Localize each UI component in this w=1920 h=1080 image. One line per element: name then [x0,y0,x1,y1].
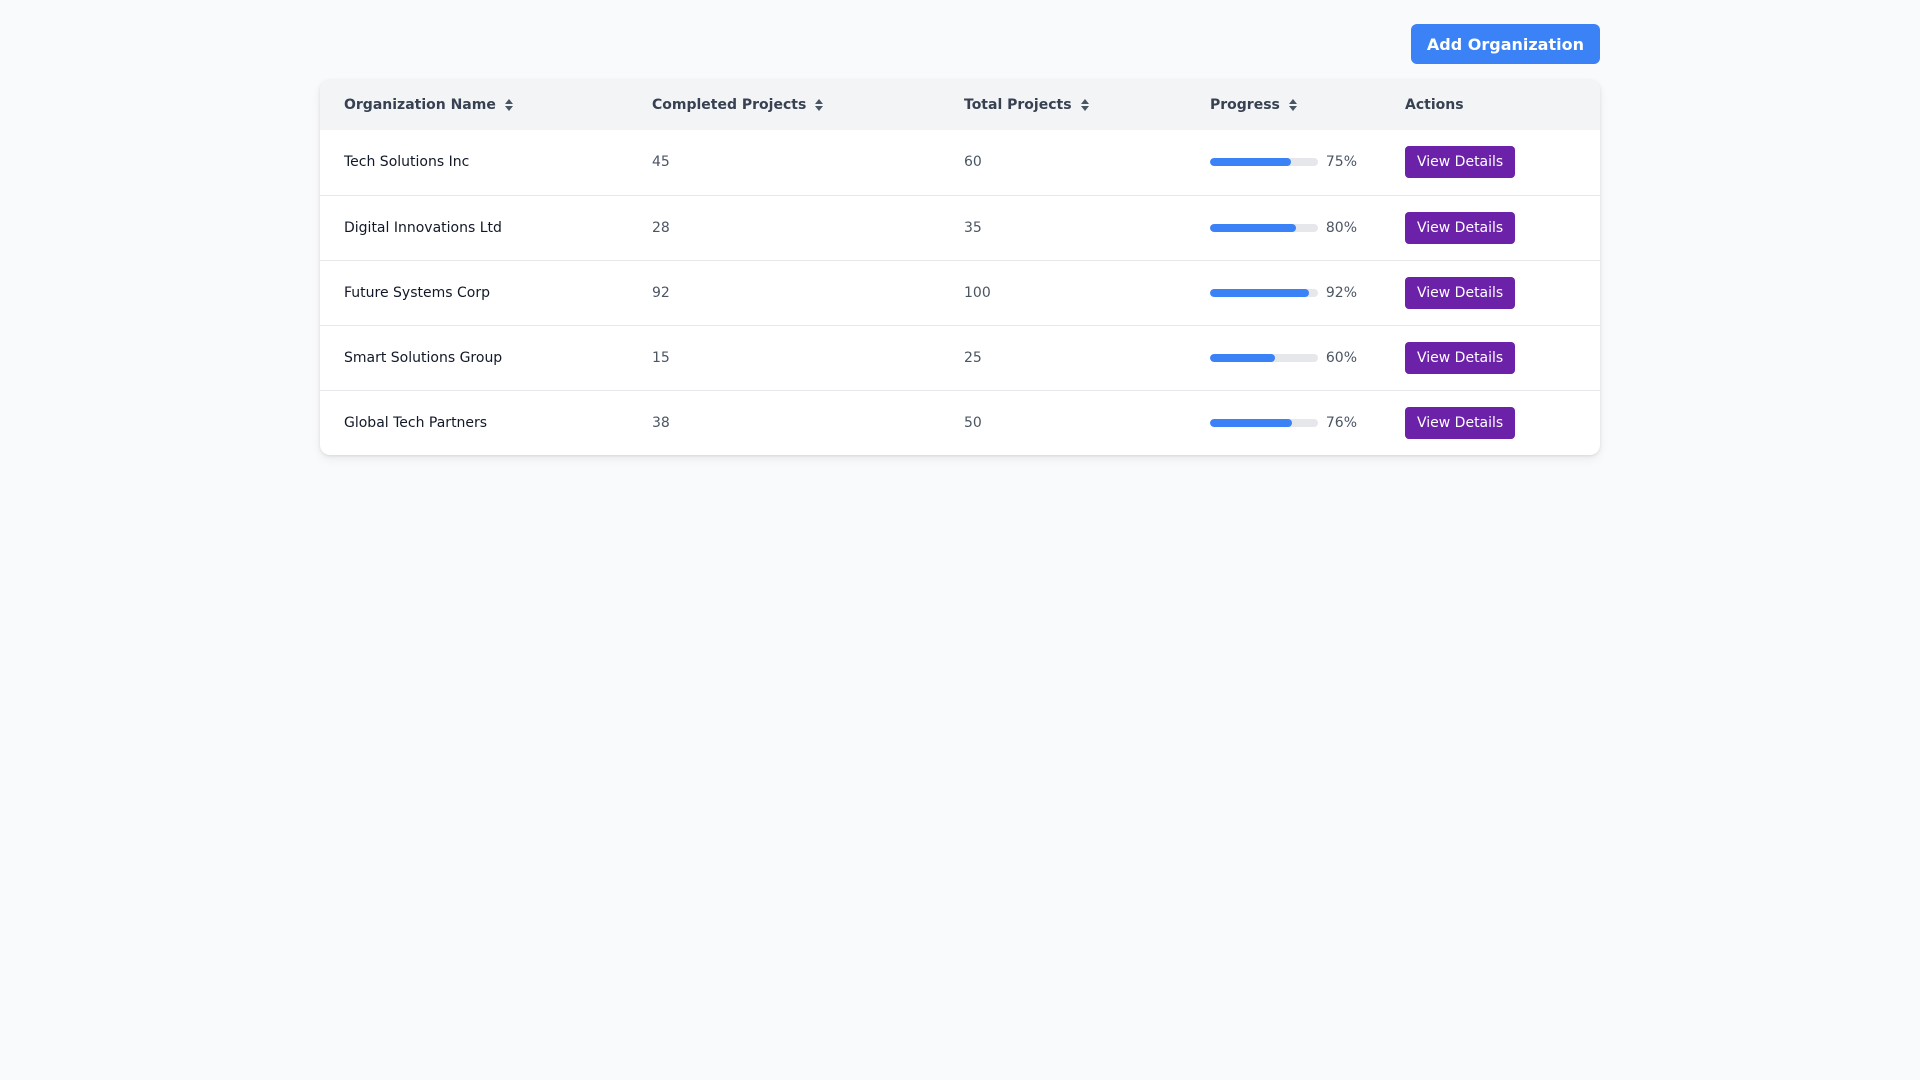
progress-indicator: 80% [1210,220,1357,236]
sort-icon[interactable] [504,98,514,112]
sort-icon[interactable] [1080,98,1090,112]
progress-bar-fill [1210,158,1291,167]
header-organization-name[interactable]: Organization Name [320,80,628,130]
actions-cell: View Details [1381,130,1600,195]
total-projects-cell: 35 [964,219,982,236]
progress-bar-track [1210,288,1318,297]
table-row: Tech Solutions Inc 45 60 75% View Details [320,130,1600,195]
progress-bar-fill [1210,288,1310,297]
total-projects-cell: 100 [964,284,991,301]
progress-percentage: 92% [1325,284,1357,301]
table-header-row: Organization Name Completed Projects Tot… [320,80,1600,130]
actions-cell: View Details [1381,260,1600,325]
header-progress[interactable]: Progress [1186,80,1381,130]
progress-indicator: 75% [1210,154,1357,170]
toolbar: Add Organization [320,24,1600,64]
header-label: Completed Projects [652,97,807,113]
progress-bar-track [1210,353,1318,362]
organization-name-cell: Smart Solutions Group [344,349,503,366]
progress-cell: 76% [1186,390,1381,455]
organization-name-cell: Global Tech Partners [344,414,488,431]
completed-projects-cell: 38 [652,414,670,431]
table-body: Tech Solutions Inc 45 60 75% View Details Dig… [320,130,1600,455]
actions-cell: View Details [1381,195,1600,260]
total-projects-cell: 60 [964,154,982,171]
view-details-button[interactable]: View Details [1405,211,1516,244]
header-label: Organization Name [344,97,496,113]
progress-indicator: 92% [1210,285,1357,301]
organization-name-cell: Future Systems Corp [344,284,490,301]
progress-cell: 60% [1186,325,1381,390]
organization-name-cell: Digital Innovations Ltd [344,219,502,236]
progress-percentage: 75% [1325,154,1357,171]
progress-bar-track [1210,223,1318,232]
completed-projects-cell: 28 [652,219,670,236]
progress-indicator: 60% [1210,350,1357,366]
sort-icon[interactable] [814,98,824,112]
completed-projects-cell: 15 [652,349,670,366]
header-label: Actions [1405,97,1464,113]
view-details-button[interactable]: View Details [1405,341,1516,374]
actions-cell: View Details [1381,390,1600,455]
progress-bar-track [1210,158,1318,167]
progress-percentage: 60% [1325,349,1357,366]
organization-name-cell: Tech Solutions Inc [344,154,470,171]
progress-bar-fill [1210,418,1292,427]
header-total-projects[interactable]: Total Projects [940,80,1186,130]
completed-projects-cell: 92 [652,284,670,301]
actions-cell: View Details [1381,325,1600,390]
progress-bar-fill [1210,353,1275,362]
table-header: Organization Name Completed Projects Tot… [320,80,1600,130]
header-label: Total Projects [964,97,1072,113]
organizations-panel: Add Organization Organization Name Compl… [320,24,1600,455]
view-details-button[interactable]: View Details [1405,146,1516,179]
table-row: Future Systems Corp 92 100 92% View Details [320,260,1600,325]
view-details-button[interactable]: View Details [1405,406,1516,439]
organizations-table-card: Organization Name Completed Projects Tot… [320,80,1600,455]
progress-percentage: 80% [1325,219,1357,236]
total-projects-cell: 25 [964,349,982,366]
progress-cell: 75% [1186,130,1381,195]
progress-cell: 92% [1186,260,1381,325]
table-row: Digital Innovations Ltd 28 35 80% View Detai… [320,195,1600,260]
header-completed-projects[interactable]: Completed Projects [628,80,940,130]
completed-projects-cell: 45 [652,154,670,171]
table-row: Global Tech Partners 38 50 76% View Details [320,390,1600,455]
progress-bar-track [1210,418,1318,427]
progress-bar-fill [1210,223,1297,232]
sort-icon[interactable] [1288,98,1298,112]
add-organization-button[interactable]: Add Organization [1410,24,1600,64]
progress-cell: 80% [1186,195,1381,260]
table-row: Smart Solutions Group 15 25 60% View Details [320,325,1600,390]
total-projects-cell: 50 [964,414,982,431]
progress-percentage: 76% [1325,414,1357,431]
progress-indicator: 76% [1210,415,1357,431]
header-label: Progress [1210,97,1280,113]
header-actions: Actions [1381,80,1600,130]
view-details-button[interactable]: View Details [1405,276,1516,309]
organizations-table: Organization Name Completed Projects Tot… [320,80,1600,455]
